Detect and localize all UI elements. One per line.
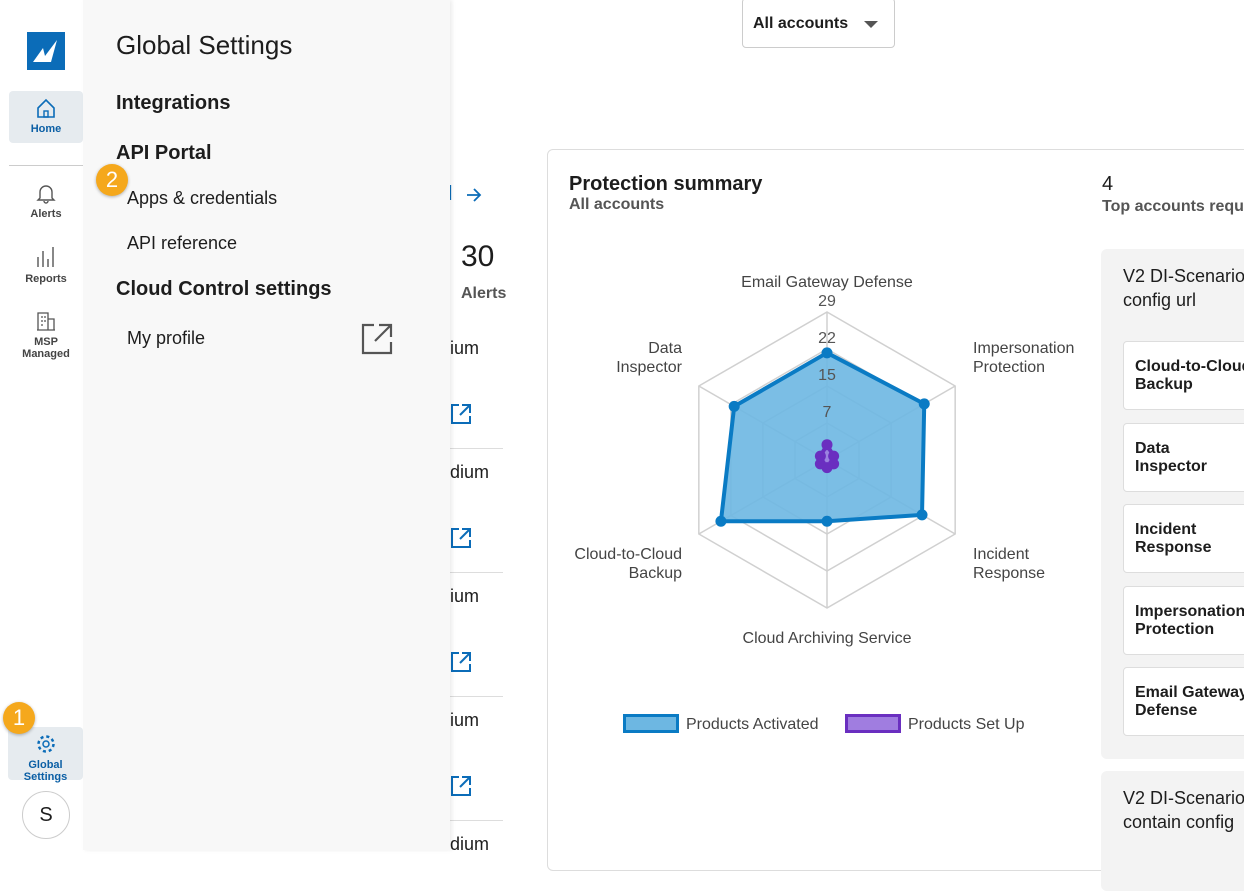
nav-msp[interactable]: MSP Managed [9, 310, 83, 360]
data-point [828, 450, 840, 462]
axis-label: Incident Response [973, 546, 1046, 582]
icon [37, 312, 55, 331]
card-title: Protection summary [569, 173, 763, 195]
data-point [918, 398, 930, 410]
external-link-icon[interactable] [450, 527, 472, 549]
axis-label: Cloud Archiving Service [742, 630, 912, 647]
item-text: Response [1135, 539, 1212, 556]
data-point [715, 515, 727, 527]
account-title: contain config [1123, 812, 1235, 832]
data-point [821, 439, 833, 451]
caret [864, 21, 878, 28]
menu-heading: API Portal [116, 142, 212, 164]
icon [36, 735, 55, 753]
nav-label: Alerts [30, 208, 62, 220]
step-badge: 1 [3, 702, 35, 734]
menu-heading: Cloud Control settings [116, 278, 332, 300]
alerts-label: Alerts [461, 285, 507, 302]
menu-link[interactable]: My profile [127, 328, 206, 348]
axis-label: Cloud-to-Cloud Backup [574, 546, 682, 582]
data-point [814, 458, 826, 470]
legend-swatch [845, 714, 901, 733]
r-tick-label: 22 [818, 330, 836, 347]
item-text: Inspector [1135, 457, 1208, 475]
account-title: config url [1123, 290, 1197, 310]
data-point [821, 515, 833, 527]
row-divider [450, 572, 503, 573]
item-text: Cloud-to-Cloud [1135, 358, 1244, 375]
data-point [916, 509, 928, 521]
arrow-icon [467, 188, 482, 202]
icon [37, 98, 55, 118]
icon [37, 247, 54, 267]
page: {"sidebar":{"items":["Home","Alerts","Re… [3, 0, 1244, 891]
menu-heading[interactable]: Integrations [116, 92, 231, 114]
axis-label: Data Inspector [616, 340, 682, 376]
menu-link[interactable]: API reference [127, 233, 238, 253]
avatar[interactable]: S [22, 791, 70, 839]
card-subtitle: All accounts [569, 196, 665, 213]
panel-title: Global Settings [116, 30, 293, 60]
logo [27, 32, 65, 70]
axis-label: Email Gateway Defense [741, 274, 913, 291]
alerts-count: 30 [461, 240, 495, 273]
nav-reports[interactable]: Reports [9, 245, 83, 285]
legend-label: Products Activated [686, 716, 819, 733]
legend-swatch [623, 714, 679, 733]
row-fragment: dium [450, 462, 490, 482]
item-text: Backup [1135, 376, 1193, 393]
external-link-icon[interactable] [450, 403, 472, 425]
nav-home[interactable]: Home [9, 91, 83, 143]
account-title: V2 DI-Scenario [1123, 788, 1244, 808]
legend-label: Products Set Up [908, 716, 1025, 733]
top-accounts-label: Top accounts requir [1102, 198, 1244, 215]
row-fragment: ium [450, 710, 480, 730]
step-badge: 2 [96, 164, 128, 196]
account-item[interactable]: Cloud-to-Cloud Backup [1123, 341, 1244, 410]
data-point [821, 347, 833, 359]
data-point [814, 450, 826, 462]
row-fragment: ium [450, 586, 480, 606]
nav-global-settings[interactable]: Global Settings [8, 727, 83, 783]
external-link-icon[interactable] [361, 323, 393, 355]
row-divider [450, 820, 503, 821]
r-tick-label: 29 [818, 293, 836, 310]
row-fragment: ium [450, 338, 480, 358]
r-tick-label: 15 [818, 367, 836, 384]
divider [9, 165, 83, 166]
row-divider [450, 448, 503, 449]
account-item[interactable]: Email Gateway Defense [1123, 667, 1244, 736]
select-value: All accounts [753, 15, 849, 32]
account-item[interactable]: Data Inspector [1123, 422, 1244, 492]
nav-label: MSP Managed [22, 336, 70, 360]
radar-chart: 7 15 22 29 Products Activated Products Set Up [623, 293, 1025, 733]
nav-label: Global Settings [23, 759, 68, 783]
axis-label: Impersonation Protection [973, 340, 1075, 376]
nav-alerts[interactable]: Alerts [9, 182, 83, 220]
grid-ring [698, 311, 956, 609]
row-divider [450, 696, 503, 697]
row-fragment: dium [450, 834, 490, 854]
menu-link[interactable]: Apps & credentials [127, 188, 278, 208]
item-text: Defense [1135, 702, 1198, 719]
account-title: V2 DI-Scenario [1123, 266, 1244, 286]
settings-panel: Global Settings Integrations API Portal … [83, 0, 450, 850]
account-item[interactable]: Incident Response [1123, 504, 1244, 573]
data-point [728, 400, 740, 412]
icon [36, 185, 56, 204]
item-text: Email Gateway [1135, 684, 1244, 701]
external-link-icon[interactable] [450, 775, 472, 797]
nav-label: Home [30, 123, 62, 135]
item-text: Impersonation [1135, 602, 1244, 620]
nav-label: Reports [25, 273, 67, 285]
r-tick-label: 7 [823, 404, 832, 421]
account-select[interactable]: All accounts [742, 0, 895, 48]
item-text: Incident [1135, 521, 1197, 538]
account-item[interactable]: Impersonation Protection [1123, 585, 1244, 655]
item-text: Protection [1135, 620, 1215, 638]
top-accounts-count: 4 [1102, 173, 1114, 195]
item-text: Data [1135, 439, 1170, 457]
external-link-icon[interactable] [450, 651, 472, 673]
